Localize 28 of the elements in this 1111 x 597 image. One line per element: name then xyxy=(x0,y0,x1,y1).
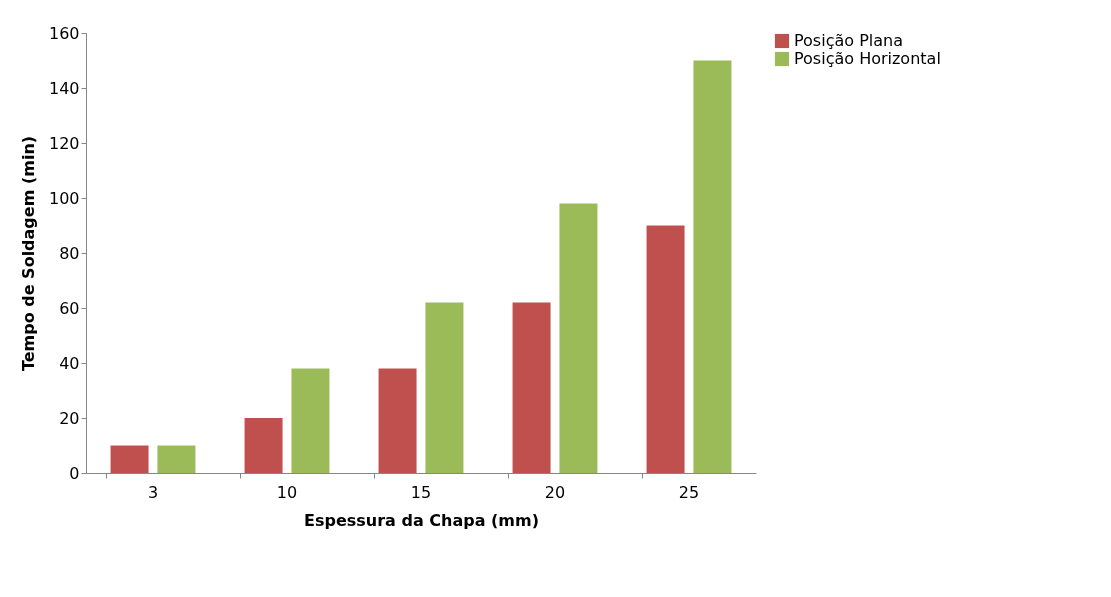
y-tick-label: 160 xyxy=(48,23,80,43)
bar xyxy=(559,203,598,473)
y-tick-label: 20 xyxy=(59,408,80,428)
bar xyxy=(646,225,685,473)
x-tick-label: 20 xyxy=(544,482,566,502)
bar xyxy=(291,368,330,473)
bar xyxy=(157,445,196,473)
bar xyxy=(425,302,464,473)
bar xyxy=(378,368,417,473)
legend-label: Posição Horizontal xyxy=(794,49,941,68)
y-tick-label: 140 xyxy=(48,78,80,98)
legend-label: Posição Plana xyxy=(794,31,903,50)
x-axis-title: Espessura da Chapa (mm) xyxy=(304,510,539,530)
y-tick-label: 40 xyxy=(59,353,80,373)
y-axis-title: Tempo de Soldagem (min) xyxy=(18,135,38,372)
x-tick-label: 3 xyxy=(147,482,159,502)
x-tick-label: 25 xyxy=(678,482,700,502)
bar xyxy=(693,60,732,473)
bar xyxy=(110,445,149,473)
y-tick-label: 60 xyxy=(59,298,80,318)
x-tick-label: 15 xyxy=(410,482,432,502)
x-tick-label: 10 xyxy=(276,482,298,502)
y-tick-label: 100 xyxy=(48,188,80,208)
bar xyxy=(512,302,551,473)
y-tick-label: 0 xyxy=(69,463,80,483)
y-tick-label: 120 xyxy=(48,133,80,153)
bar xyxy=(244,418,283,473)
y-tick-label: 80 xyxy=(59,243,80,263)
